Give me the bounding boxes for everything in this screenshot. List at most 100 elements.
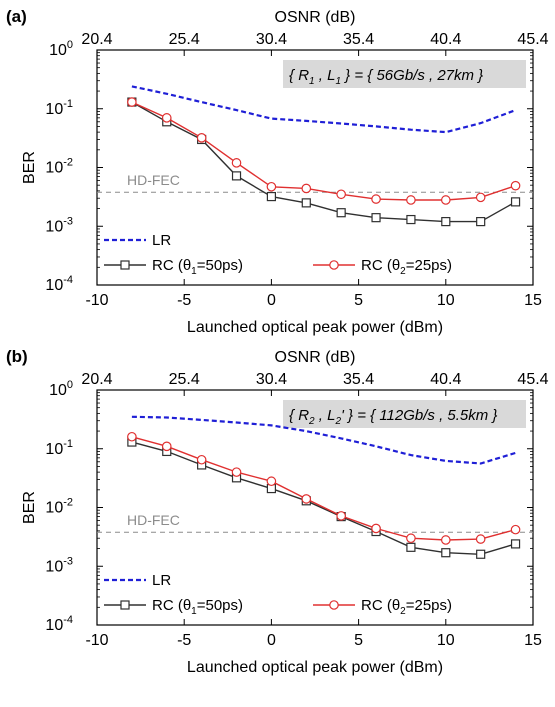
panel-a-series-rc25-point bbox=[510, 180, 521, 191]
panel-b-y-axis-label: BER bbox=[21, 491, 38, 524]
panel-b-x2-tick-label: 25.4 bbox=[169, 371, 200, 388]
panel-a-x2-tick-label: 40.4 bbox=[430, 31, 461, 48]
panel-a-series-rc25-point bbox=[161, 113, 172, 123]
panel-b-x2-tick-label: 30.4 bbox=[256, 371, 287, 388]
panel-a-x2-tick-label: 45.4 bbox=[517, 31, 548, 48]
panel-b-x2-tick-label: 20.4 bbox=[81, 371, 112, 388]
panel-b-x-tick-label: -5 bbox=[177, 632, 191, 649]
panel-b-x-axis-label: Launched optical peak power (dBm) bbox=[187, 659, 443, 676]
panel-b-series-rc25-point bbox=[475, 534, 486, 544]
panel-b-series-rc50-point bbox=[406, 542, 416, 552]
panel-b-series-rc25-point bbox=[301, 494, 312, 504]
panel-a-legend-rc25-label: RC (θ2=25ps) bbox=[361, 257, 452, 277]
panel-a-x-tick-label: -5 bbox=[177, 292, 191, 309]
panel-b-legend-lr-label: LR bbox=[152, 572, 171, 589]
panel-b-series-rc25-point bbox=[231, 467, 242, 477]
panel-a-annotation-box bbox=[283, 60, 526, 88]
panel-a-series-rc25-point bbox=[266, 181, 277, 192]
panel-b-x-tick-label: 0 bbox=[267, 632, 276, 649]
panel-a-legend-rc25-marker bbox=[329, 260, 339, 270]
panel-b-series-rc25-point bbox=[440, 535, 451, 545]
panel-b-series-lr-line bbox=[131, 415, 516, 465]
panel-b-series-rc25-point bbox=[371, 523, 381, 534]
panel-a-series-rc25-line bbox=[131, 101, 516, 201]
panel-b-x-tick-label: -10 bbox=[85, 632, 108, 649]
panel-b-legend-rc25-label: RC (θ2=25ps) bbox=[361, 597, 452, 617]
panel-b-x2-tick-label: 45.4 bbox=[517, 371, 548, 388]
panel-b-series-rc25-point bbox=[161, 441, 172, 452]
panel-b-legend-rc25-marker bbox=[329, 600, 339, 610]
panel-a-series-rc50-point bbox=[336, 208, 346, 218]
panel-a-y-tick-label: 10-2 bbox=[45, 157, 73, 177]
panel-a-series-rc25-point bbox=[301, 183, 312, 194]
panel-a-x2-tick-label: 30.4 bbox=[256, 31, 287, 48]
panel-b-hdfec-label: HD-FEC bbox=[127, 512, 180, 528]
panel-a-label: (a) bbox=[6, 7, 27, 26]
panel-b-x2-tick-label: 40.4 bbox=[430, 371, 461, 388]
panel-a-y-tick-label: 10-1 bbox=[45, 98, 73, 118]
panel-b-x2-tick-label: 35.4 bbox=[343, 371, 374, 388]
panel-a-x2-tick-label: 35.4 bbox=[343, 31, 374, 48]
panel-a-hdfec-label: HD-FEC bbox=[127, 172, 180, 188]
panel-a-legend-rc50-label: RC (θ1=50ps) bbox=[152, 257, 243, 277]
panel-b-series-rc25-point bbox=[266, 476, 277, 487]
panel-a-top-axis-label: OSNR (dB) bbox=[275, 9, 356, 26]
panel-a-series-rc50-point bbox=[301, 198, 311, 208]
panel-b-legend-rc50-marker bbox=[120, 600, 130, 610]
chart-panel-a: (a) OSNR (dB) -10 20.4 -5 25.4 0 30.4 5 35.4 10 40.… bbox=[6, 7, 549, 336]
panel-b-series-rc50-line bbox=[131, 441, 516, 556]
panel-a-x2-tick-label: 20.4 bbox=[81, 31, 112, 48]
chart-panel-b: (b) OSNR (dB) -10 20.4 -5 25.4 0 30.4 5 35.4 10 40.… bbox=[6, 347, 549, 676]
panel-b-series-rc25-point bbox=[336, 511, 346, 521]
panel-b-label: (b) bbox=[6, 347, 28, 366]
panel-b-y-tick-label: 100 bbox=[49, 379, 73, 399]
panel-a-x2-tick-label: 25.4 bbox=[169, 31, 200, 48]
panel-b-y-tick-label: 10-4 bbox=[45, 614, 73, 634]
panel-a-legend-rc50-marker bbox=[120, 260, 130, 270]
panel-b-series-rc25-point bbox=[196, 454, 207, 465]
panel-a-series-rc50-point bbox=[510, 197, 521, 207]
panel-a-x-tick-label: -10 bbox=[85, 292, 108, 309]
panel-a-x-tick-label: 10 bbox=[437, 292, 455, 309]
panel-a-series-rc50-point bbox=[266, 191, 276, 202]
panel-a-series-rc25-point bbox=[406, 195, 416, 205]
panel-b-series-rc25-point bbox=[406, 533, 416, 544]
panel-b-annotation-text: { R2 , L2' } = { 112Gb/s , 5.5km } bbox=[289, 407, 497, 427]
panel-a-series-rc25-point bbox=[440, 195, 451, 205]
panel-a-y-tick-label: 10-4 bbox=[45, 274, 73, 294]
panel-a-y-axis-label: BER bbox=[21, 151, 38, 184]
panel-b-y-tick-label: 10-3 bbox=[45, 555, 73, 575]
panel-b-x-tick-label: 15 bbox=[524, 632, 542, 649]
panel-a-series-rc25-point bbox=[127, 97, 137, 107]
panel-b-top-axis-label: OSNR (dB) bbox=[275, 349, 356, 366]
panel-a-y-tick-label: 100 bbox=[49, 39, 73, 59]
panel-b-series-rc25-point bbox=[127, 431, 137, 442]
panel-b-series-rc50-point bbox=[476, 549, 486, 559]
panel-a-series-rc25-point bbox=[231, 158, 242, 168]
panel-a-series-rc50-point bbox=[441, 216, 451, 227]
panel-a-x-tick-label: 15 bbox=[524, 292, 542, 309]
panel-b-y-tick-label: 10-1 bbox=[45, 438, 73, 458]
panel-b-annotation-box bbox=[283, 400, 526, 428]
panel-a-series-rc25-point bbox=[475, 192, 486, 203]
panel-b-x-tick-label: 5 bbox=[354, 632, 363, 649]
panel-a-legend-lr-label: LR bbox=[152, 232, 171, 249]
panel-b-series-rc50-point bbox=[441, 548, 451, 558]
panel-a-x-axis-label: Launched optical peak power (dBm) bbox=[187, 319, 443, 336]
panel-b-series-rc25-line bbox=[131, 436, 516, 541]
panel-b-series-rc50-point bbox=[510, 539, 521, 549]
panel-a-series-rc25-point bbox=[336, 189, 346, 200]
panel-a-x-tick-label: 0 bbox=[267, 292, 276, 309]
panel-b-x-tick-label: 10 bbox=[437, 632, 455, 649]
panel-a-series-rc25-point bbox=[371, 194, 381, 204]
panel-a-x-tick-label: 5 bbox=[354, 292, 363, 309]
panel-a-annotation-text: { R1 , L1 } = { 56Gb/s , 27km } bbox=[289, 67, 483, 87]
panel-a-series-rc50-point bbox=[406, 214, 416, 225]
panel-b-legend-rc50-label: RC (θ1=50ps) bbox=[152, 597, 243, 617]
panel-b-y-tick-label: 10-2 bbox=[45, 497, 73, 517]
panel-a-series-rc50-line bbox=[131, 101, 516, 223]
panel-a-series-rc50-point bbox=[476, 216, 486, 227]
panel-a-series-lr-line bbox=[131, 85, 516, 134]
panel-a-series-rc25-point bbox=[196, 133, 207, 143]
panel-a-series-rc50-point bbox=[371, 213, 381, 223]
